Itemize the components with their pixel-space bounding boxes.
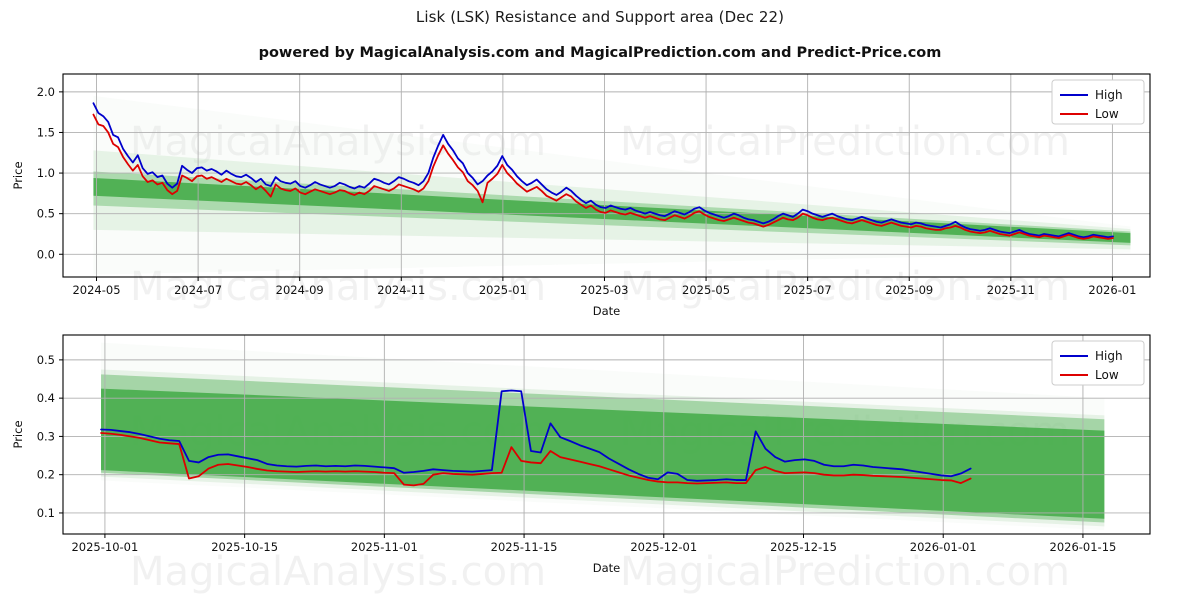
- y-axis-label: Price: [11, 161, 25, 189]
- y-axis-label: Price: [11, 420, 25, 448]
- x-tick-label: 2025-11-15: [491, 540, 558, 554]
- series-line-high: [100, 389, 972, 482]
- watermark-label: MagicalAnalysis.com: [130, 119, 546, 165]
- y-tick-label: 0.2: [37, 468, 55, 482]
- y-tick-label: 1.5: [37, 125, 55, 139]
- watermark-label: MagicalPrediction.com: [620, 264, 1070, 310]
- legend-label-high: High: [1095, 349, 1123, 363]
- top-chart-plot-area: [63, 74, 1150, 277]
- legend-label-low: Low: [1095, 368, 1119, 382]
- series-line-low: [100, 432, 972, 487]
- x-tick-label: 2025-03: [580, 283, 628, 297]
- x-tick-label: 2025-10-15: [211, 540, 278, 554]
- x-tick-label: 2025-12-01: [630, 540, 697, 554]
- bottom-chart-axes-frame: [62, 334, 1151, 535]
- top-chart-axes-frame: [62, 73, 1151, 278]
- x-tick-label: 2025-10-01: [71, 540, 138, 554]
- x-tick-label: 2025-01: [479, 283, 527, 297]
- x-tick-label: 2025-11-01: [351, 540, 418, 554]
- watermark-label: MagicalPrediction.com: [620, 549, 1070, 595]
- watermark-label: MagicalAnalysis.com: [130, 549, 546, 595]
- x-tick-label: 2026-01: [1088, 283, 1136, 297]
- watermark-label: MagicalAnalysis.com: [130, 264, 546, 310]
- x-tick-label: 2024-11: [377, 283, 425, 297]
- top-chart-legend[interactable]: High Low: [1051, 79, 1145, 125]
- y-tick-label: 2.0: [37, 85, 55, 99]
- x-axis-label: Date: [593, 561, 621, 575]
- bottom-chart-legend[interactable]: High Low: [1051, 340, 1145, 386]
- x-tick-label: 2025-07: [784, 283, 832, 297]
- x-tick-label: 2024-09: [276, 283, 324, 297]
- y-tick-label: 0.4: [37, 391, 55, 405]
- top-chart: 0.0 0.5 1.0 1.5 2.0 2024-05 2024-07 2024-09 2024…: [11, 73, 1151, 318]
- legend-label-high: High: [1095, 88, 1123, 102]
- x-tick-label: 2026-01-01: [910, 540, 977, 554]
- series-line-low: [92, 113, 1114, 240]
- legend-label-low: Low: [1095, 107, 1119, 121]
- x-tick-label: 2025-12-15: [770, 540, 837, 554]
- series-line-high: [92, 102, 1114, 239]
- x-tick-label: 2024-07: [174, 283, 222, 297]
- y-tick-label: 0.5: [37, 353, 55, 367]
- page-subtitle: powered by MagicalAnalysis.com and Magic…: [258, 45, 942, 61]
- bottom-chart-plot-area: [63, 335, 1150, 534]
- y-tick-label: 0.5: [37, 207, 55, 221]
- bottom-chart: 0.1 0.2 0.3 0.4 0.5 2025-10-01 2025-10-15 2025-…: [11, 334, 1151, 575]
- y-tick-label: 0.1: [37, 506, 55, 520]
- y-tick-label: 1.0: [37, 166, 55, 180]
- y-tick-label: 0.3: [37, 429, 55, 443]
- x-tick-label: 2025-09: [885, 283, 933, 297]
- x-tick-label: 2024-05: [72, 283, 120, 297]
- x-tick-label: 2025-11: [987, 283, 1035, 297]
- y-tick-label: 0.0: [37, 247, 55, 261]
- x-axis-label: Date: [593, 304, 621, 318]
- watermark-label: MagicalPrediction.com: [620, 119, 1070, 165]
- page-title: Lisk (LSK) Resistance and Support area (…: [415, 8, 785, 26]
- x-tick-label: 2026-01-15: [1050, 540, 1117, 554]
- x-tick-label: 2025-05: [682, 283, 730, 297]
